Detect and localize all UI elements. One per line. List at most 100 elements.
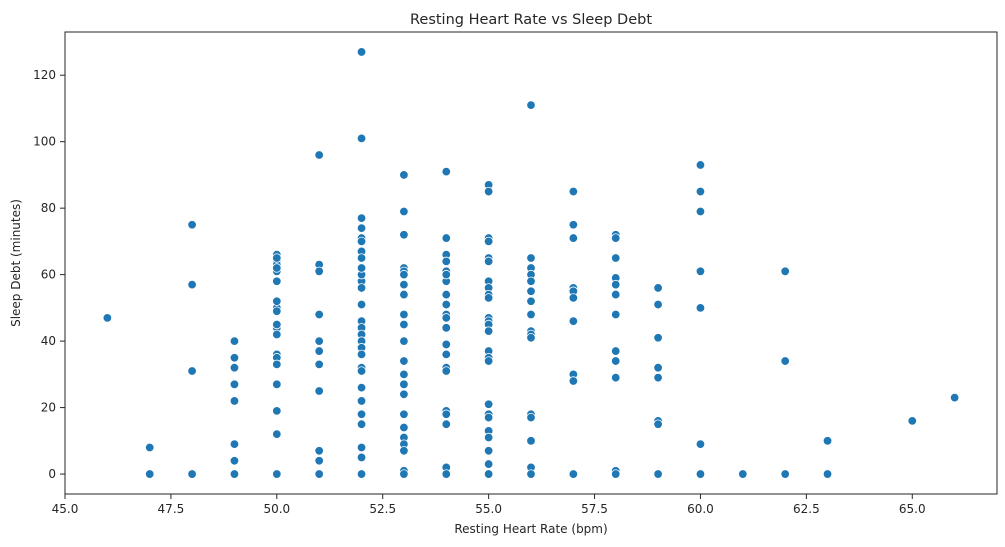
x-tick-label: 55.0	[475, 502, 502, 516]
data-point	[526, 276, 536, 286]
data-point	[399, 230, 409, 240]
x-tick-label: 52.5	[369, 502, 396, 516]
data-point	[653, 283, 663, 293]
data-point	[399, 269, 409, 280]
data-point	[356, 283, 367, 293]
data-point	[611, 372, 621, 383]
data-point	[483, 446, 494, 456]
data-point	[441, 289, 451, 300]
data-point	[356, 382, 367, 393]
data-point	[399, 446, 409, 456]
data-point	[441, 166, 451, 177]
data-point	[483, 412, 494, 423]
data-point	[229, 456, 240, 466]
data-point	[483, 186, 494, 197]
data-point	[314, 446, 324, 456]
x-tick-label: 57.5	[581, 502, 608, 516]
data-point	[272, 329, 282, 340]
y-tick-label: 20	[41, 401, 56, 415]
data-point	[229, 469, 240, 479]
x-tick-label: 50.0	[263, 502, 290, 516]
data-point	[568, 293, 579, 303]
x-tick-label: 47.5	[158, 502, 185, 516]
y-axis-title: Sleep Debt (minutes)	[9, 199, 23, 327]
data-point	[949, 392, 960, 403]
data-point	[229, 362, 240, 373]
data-points	[102, 47, 960, 479]
data-point	[653, 362, 663, 373]
y-tick-label: 60	[41, 268, 56, 282]
data-point	[314, 469, 324, 479]
data-point	[526, 309, 536, 320]
data-point	[483, 399, 494, 409]
data-point	[356, 469, 367, 479]
data-point	[314, 346, 324, 356]
data-point	[441, 313, 451, 323]
data-point	[272, 359, 282, 370]
data-point	[568, 186, 579, 197]
data-point	[314, 386, 324, 396]
data-point	[229, 336, 240, 346]
data-point	[441, 256, 451, 267]
data-point	[441, 409, 451, 419]
data-point	[272, 406, 282, 416]
plot-frame	[64, 31, 998, 495]
y-tick-label: 100	[33, 135, 56, 149]
data-point	[187, 279, 197, 290]
data-point	[441, 366, 451, 376]
data-point	[314, 150, 324, 160]
data-point	[229, 439, 240, 449]
data-point	[483, 256, 494, 267]
data-point	[568, 376, 579, 386]
data-point	[483, 356, 494, 366]
data-point	[399, 319, 409, 330]
data-point	[187, 220, 197, 230]
data-point	[653, 469, 663, 479]
data-point	[526, 253, 536, 263]
data-point	[356, 213, 367, 223]
x-tick-label: 60.0	[687, 502, 714, 516]
data-point	[568, 220, 579, 230]
data-point	[653, 372, 663, 383]
data-point	[695, 206, 706, 217]
data-point	[145, 442, 155, 453]
data-point	[272, 296, 282, 306]
data-point	[611, 289, 621, 300]
data-point	[399, 369, 409, 380]
data-point	[653, 333, 663, 343]
data-point	[611, 469, 621, 479]
data-point	[653, 419, 663, 429]
data-point	[483, 432, 494, 443]
y-tick-label: 120	[33, 68, 56, 82]
data-point	[399, 469, 409, 479]
y-tick-label: 0	[48, 467, 56, 481]
data-point	[229, 396, 240, 406]
data-point	[272, 276, 282, 286]
data-point	[356, 452, 367, 463]
data-point	[695, 303, 706, 313]
data-point	[272, 379, 282, 390]
data-point	[314, 336, 324, 346]
data-point	[399, 356, 409, 366]
data-point	[611, 309, 621, 320]
data-point	[356, 263, 367, 273]
data-point	[483, 469, 494, 479]
x-axis-title: Resting Heart Rate (bpm)	[454, 522, 607, 536]
data-point	[526, 286, 536, 296]
data-point	[356, 299, 367, 310]
data-point	[314, 456, 324, 466]
x-tick-label: 65.0	[899, 502, 926, 516]
x-tick-label: 62.5	[793, 502, 820, 516]
data-point	[611, 253, 621, 263]
data-point	[441, 233, 451, 243]
data-point	[314, 309, 324, 320]
data-point	[356, 442, 367, 453]
data-point	[441, 339, 451, 350]
data-point	[399, 422, 409, 433]
data-point	[145, 469, 155, 479]
data-point	[780, 266, 790, 277]
data-point	[272, 429, 282, 439]
data-point	[356, 253, 367, 263]
data-point	[611, 356, 621, 366]
data-point	[695, 160, 706, 170]
